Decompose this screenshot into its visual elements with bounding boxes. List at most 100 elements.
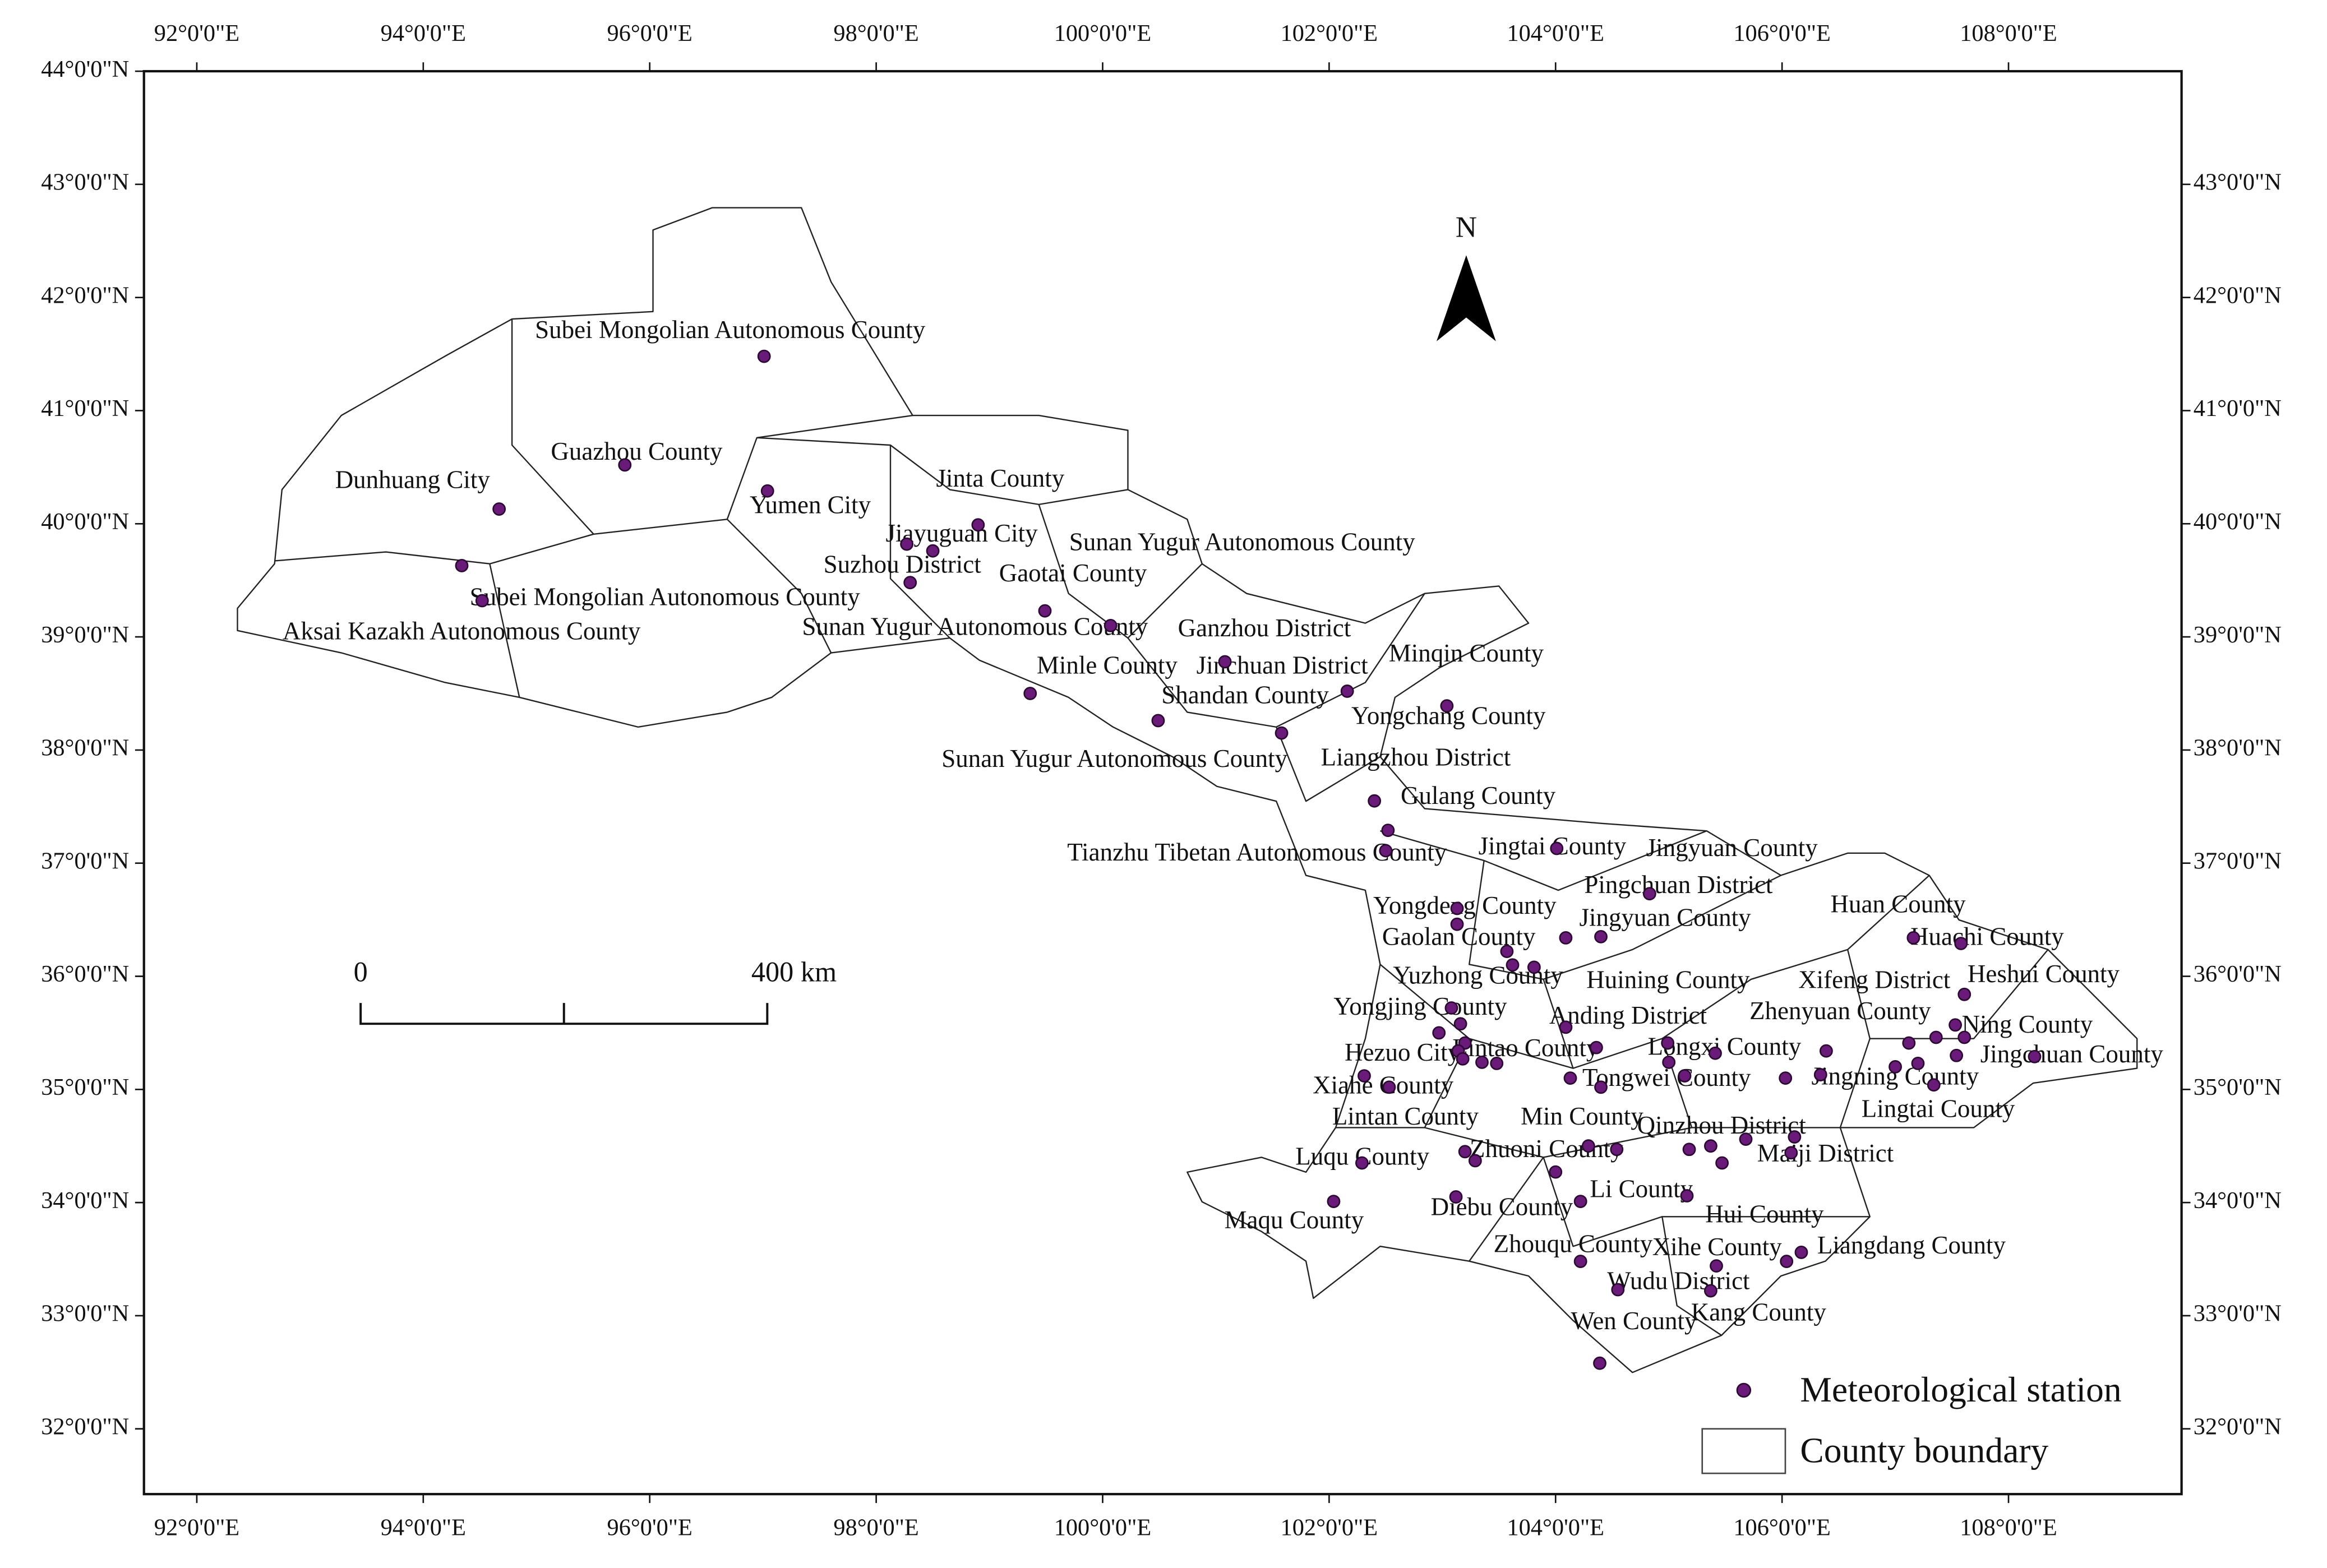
station xyxy=(1550,841,1564,855)
station xyxy=(1379,844,1393,858)
legend-swatch xyxy=(1701,1428,1786,1474)
station xyxy=(1559,1020,1573,1034)
lat-tick-label: 39°0'0"N xyxy=(41,622,129,648)
lon-tick-label: 104°0'0"E xyxy=(1507,1514,1604,1541)
station xyxy=(1889,1060,1902,1074)
station xyxy=(1950,1048,1964,1062)
lon-tick-label: 106°0'0"E xyxy=(1733,1514,1831,1541)
county-label: Qinzhou District xyxy=(1637,1111,1807,1139)
station xyxy=(1563,1071,1577,1085)
station xyxy=(1453,1017,1467,1031)
station xyxy=(1358,1069,1371,1083)
station xyxy=(1440,699,1454,713)
lat-tick-label: 41°0'0"N xyxy=(41,395,129,422)
lon-tick-label: 94°0'0"E xyxy=(381,1514,466,1541)
station xyxy=(1104,618,1118,632)
station xyxy=(1703,1284,1717,1298)
station xyxy=(1593,1356,1606,1370)
station xyxy=(1594,929,1608,943)
station xyxy=(1340,684,1354,698)
county-label: Guazhou County xyxy=(551,437,723,465)
county-label: Jingyuan County xyxy=(1579,903,1751,931)
station xyxy=(1444,1001,1458,1015)
county-label: Maiji District xyxy=(1757,1139,1894,1167)
station xyxy=(1739,1132,1753,1146)
lat-tick-label: 40°0'0"N xyxy=(2194,508,2282,535)
station xyxy=(1327,1195,1341,1209)
lon-tick-label: 102°0'0"E xyxy=(1281,20,1378,47)
station xyxy=(1368,794,1382,808)
station xyxy=(971,518,985,532)
legend-marker xyxy=(1736,1382,1752,1398)
station xyxy=(926,544,940,558)
county-label: Shandan County xyxy=(1161,681,1329,709)
county-label: Subei Mongolian Autonomous County xyxy=(535,316,926,344)
station xyxy=(1218,655,1232,669)
county-label: Suzhou District xyxy=(824,550,982,578)
lon-tick-label: 96°0'0"E xyxy=(607,20,692,47)
county-label: Ning County xyxy=(1962,1010,2093,1038)
lon-tick-label: 108°0'0"E xyxy=(1960,20,2057,47)
county-boundaries xyxy=(237,207,2138,1373)
station xyxy=(455,559,469,572)
station xyxy=(1680,1189,1694,1202)
lat-tick-label: 36°0'0"N xyxy=(41,961,129,987)
county-label: Wen County xyxy=(1571,1307,1697,1335)
county-label: Yongjing County xyxy=(1333,992,1507,1020)
station xyxy=(1911,1056,1925,1070)
county-label: Jingchuan County xyxy=(1980,1040,2164,1068)
lon-tick-label: 106°0'0"E xyxy=(1733,20,1831,47)
station xyxy=(1475,1055,1489,1069)
lon-tick-label: 98°0'0"E xyxy=(833,20,918,47)
station xyxy=(1682,1143,1696,1157)
station xyxy=(1954,937,1968,950)
lat-tick-label: 32°0'0"N xyxy=(2194,1413,2282,1440)
station xyxy=(1151,714,1165,728)
lon-tick-label: 100°0'0"E xyxy=(1054,1514,1152,1541)
station xyxy=(1957,1030,1972,1044)
county-label: Dunhuang City xyxy=(335,465,491,493)
lon-tick-label: 96°0'0"E xyxy=(607,1514,692,1541)
station xyxy=(1573,1255,1587,1268)
station xyxy=(1927,1078,1941,1092)
station xyxy=(1902,1036,1916,1050)
station xyxy=(1038,604,1052,618)
county-label: Liangzhou District xyxy=(1321,743,1511,771)
station xyxy=(1662,1055,1676,1069)
station xyxy=(1957,987,1972,1001)
lat-tick-label: 36°0'0"N xyxy=(2194,961,2282,987)
scale-bar xyxy=(359,1003,769,1025)
county-label: Sunan Yugur Autonomous County xyxy=(802,613,1148,641)
station xyxy=(1611,1283,1625,1297)
lat-tick-label: 38°0'0"N xyxy=(41,735,129,761)
county-label: Gaotai County xyxy=(999,559,1147,587)
county-label: Lintan County xyxy=(1332,1102,1479,1130)
county-label: Jingyuan County xyxy=(1646,834,1818,862)
lon-tick-label: 100°0'0"E xyxy=(1054,20,1152,47)
station xyxy=(1813,1068,1827,1081)
station xyxy=(1382,1080,1396,1094)
station xyxy=(492,502,506,516)
scale-label: 400 km xyxy=(751,956,837,987)
station xyxy=(760,484,774,498)
lat-tick-label: 44°0'0"N xyxy=(41,56,129,82)
county-label: Li County xyxy=(1590,1175,1693,1203)
lat-tick-label: 41°0'0"N xyxy=(2194,395,2282,422)
lat-tick-label: 37°0'0"N xyxy=(41,848,129,874)
station xyxy=(1780,1255,1794,1268)
county-label: Ganzhou District xyxy=(1178,614,1351,642)
station xyxy=(1709,1046,1722,1060)
lat-tick-label: 32°0'0"N xyxy=(41,1413,129,1440)
county-label: Sunan Yugur Autonomous County xyxy=(941,744,1287,773)
county-label: Zhuoni County xyxy=(1470,1135,1623,1163)
station xyxy=(757,349,771,363)
station xyxy=(1549,1165,1563,1179)
lat-tick-label: 35°0'0"N xyxy=(41,1074,129,1100)
province-outline xyxy=(237,207,2138,1373)
station xyxy=(1794,1246,1808,1259)
station xyxy=(1678,1069,1692,1083)
county-label: Xifeng District xyxy=(1798,965,1951,993)
station xyxy=(1468,1154,1482,1168)
